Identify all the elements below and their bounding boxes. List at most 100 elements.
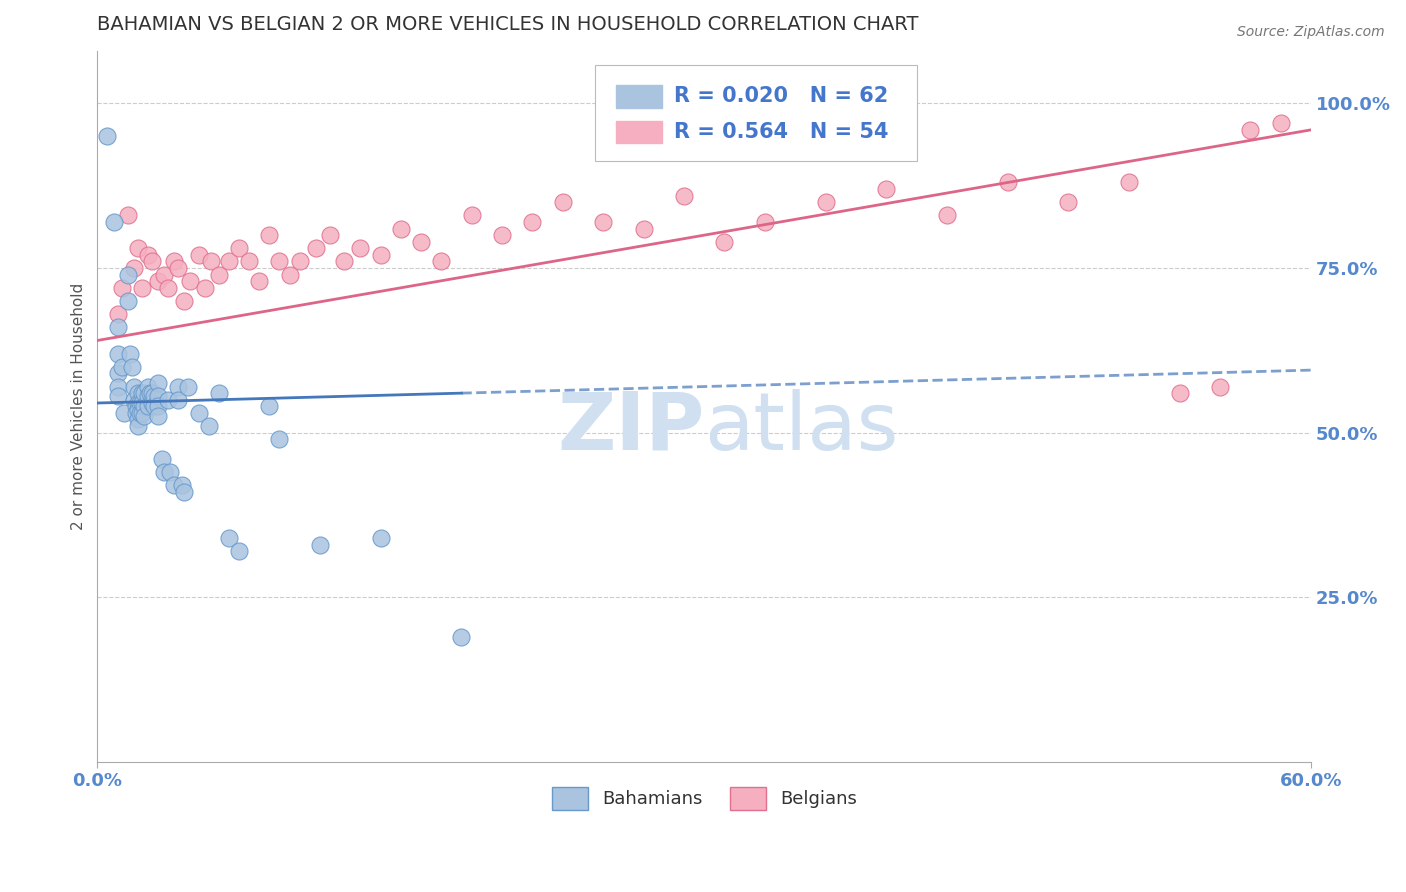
Point	[333, 254, 356, 268]
Point	[136, 248, 159, 262]
Point	[430, 254, 453, 268]
Point	[111, 359, 134, 374]
Point	[136, 389, 159, 403]
Text: R = 0.020   N = 62: R = 0.020 N = 62	[673, 86, 889, 105]
Point	[208, 268, 231, 282]
Point	[157, 392, 180, 407]
Point	[143, 399, 166, 413]
Point	[450, 630, 472, 644]
Point	[141, 254, 163, 268]
Point	[814, 195, 837, 210]
Point	[163, 478, 186, 492]
Point	[153, 268, 176, 282]
Point	[997, 176, 1019, 190]
Point	[122, 261, 145, 276]
Point	[179, 274, 201, 288]
Point	[132, 409, 155, 424]
Point	[127, 402, 149, 417]
Point	[551, 195, 574, 210]
Point	[319, 228, 342, 243]
Point	[349, 241, 371, 255]
Point	[187, 248, 209, 262]
Point	[592, 215, 614, 229]
Point	[713, 235, 735, 249]
Point	[167, 379, 190, 393]
Point	[460, 208, 482, 222]
Point	[1239, 123, 1261, 137]
Point	[139, 386, 162, 401]
Text: Source: ZipAtlas.com: Source: ZipAtlas.com	[1237, 25, 1385, 39]
Point	[127, 412, 149, 426]
Point	[370, 248, 392, 262]
FancyBboxPatch shape	[595, 65, 917, 161]
Point	[200, 254, 222, 268]
Point	[167, 392, 190, 407]
Legend: Bahamians, Belgians: Bahamians, Belgians	[544, 780, 865, 817]
Bar	[616, 85, 662, 108]
Point	[150, 452, 173, 467]
Point	[259, 228, 281, 243]
Point	[107, 389, 129, 403]
Point	[107, 307, 129, 321]
Point	[936, 208, 959, 222]
Point	[121, 359, 143, 374]
Text: BAHAMIAN VS BELGIAN 2 OR MORE VEHICLES IN HOUSEHOLD CORRELATION CHART: BAHAMIAN VS BELGIAN 2 OR MORE VEHICLES I…	[97, 15, 920, 34]
Point	[269, 254, 291, 268]
Point	[111, 281, 134, 295]
Point	[117, 293, 139, 308]
Text: ZIP: ZIP	[557, 389, 704, 467]
Point	[370, 531, 392, 545]
Point	[127, 386, 149, 401]
Point	[125, 406, 148, 420]
Point	[117, 268, 139, 282]
Point	[107, 320, 129, 334]
Point	[672, 188, 695, 202]
Point	[143, 389, 166, 403]
Point	[146, 399, 169, 413]
Point	[875, 182, 897, 196]
Point	[187, 406, 209, 420]
Point	[177, 379, 200, 393]
Bar	[616, 120, 662, 144]
Point	[305, 241, 328, 255]
Point	[208, 386, 231, 401]
Point	[107, 379, 129, 393]
Point	[288, 254, 311, 268]
Point	[259, 399, 281, 413]
Point	[269, 432, 291, 446]
Point	[1057, 195, 1080, 210]
Point	[491, 228, 513, 243]
Text: atlas: atlas	[704, 389, 898, 467]
Point	[409, 235, 432, 249]
Point	[103, 215, 125, 229]
Point	[136, 379, 159, 393]
Point	[146, 274, 169, 288]
Point	[107, 367, 129, 381]
Point	[153, 465, 176, 479]
Point	[1270, 116, 1292, 130]
Point	[96, 129, 118, 144]
Point	[132, 399, 155, 413]
Point	[218, 531, 240, 545]
Point	[131, 406, 153, 420]
Point	[122, 392, 145, 407]
Point	[131, 281, 153, 295]
Point	[1168, 386, 1191, 401]
Point	[238, 254, 260, 268]
Point	[112, 406, 135, 420]
Point	[389, 221, 412, 235]
Point	[197, 419, 219, 434]
Point	[159, 465, 181, 479]
Point	[122, 379, 145, 393]
Point	[167, 261, 190, 276]
Point	[754, 215, 776, 229]
Point	[146, 376, 169, 391]
Point	[128, 406, 150, 420]
Point	[146, 409, 169, 424]
Point	[247, 274, 270, 288]
Point	[522, 215, 544, 229]
Point	[141, 386, 163, 401]
Point	[157, 281, 180, 295]
Point	[228, 544, 250, 558]
Point	[1209, 379, 1232, 393]
